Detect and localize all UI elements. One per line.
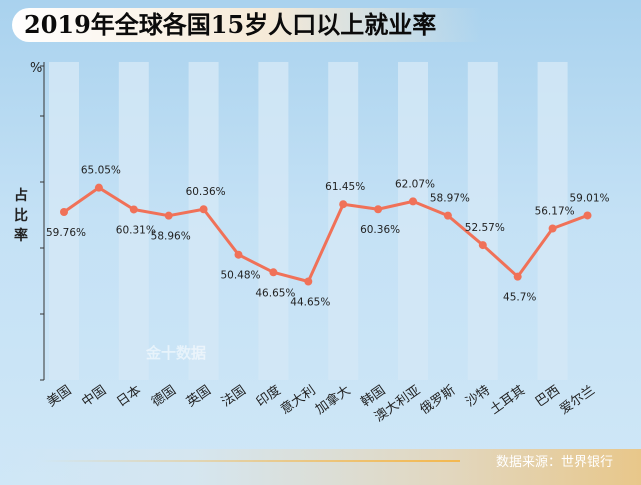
data-point — [583, 211, 592, 220]
data-point — [129, 205, 138, 214]
data-point — [478, 241, 487, 250]
data-point — [339, 200, 348, 209]
footer-accent-line — [40, 460, 460, 462]
data-point — [304, 277, 313, 286]
column-stripe — [49, 62, 79, 380]
series-line — [63, 186, 589, 284]
y-axis-unit: % — [30, 61, 42, 76]
x-tick-label: 德国 — [149, 383, 179, 410]
column-stripe — [328, 62, 359, 380]
watermark-text: 金十数据 — [146, 344, 207, 362]
data-point — [513, 272, 522, 281]
column-stripe — [467, 62, 498, 380]
x-tick-label: 英国 — [184, 383, 214, 410]
y-axis-label: 占 — [14, 187, 28, 204]
data-point — [269, 268, 278, 277]
data-label: 44.65% — [290, 297, 330, 309]
data-point — [199, 205, 208, 214]
column-stripe — [258, 62, 289, 380]
x-tick-label: 美国 — [44, 383, 74, 410]
footer-band — [0, 449, 641, 485]
x-tick-label: 法国 — [219, 383, 249, 410]
data-point — [234, 250, 243, 259]
data-label: 46.65% — [255, 287, 295, 299]
data-point — [374, 205, 383, 214]
data-point — [409, 197, 417, 206]
data-label: 60.36% — [186, 186, 226, 198]
y-axis-label: 率 — [14, 227, 28, 244]
data-label: 61.45% — [325, 181, 365, 193]
data-point — [443, 211, 452, 220]
x-tick-label: 加拿大 — [312, 382, 353, 417]
data-label: 52.57% — [465, 222, 505, 234]
data-point — [60, 208, 68, 216]
data-label: 56.17% — [535, 206, 575, 218]
column-stripe — [118, 62, 149, 380]
chart-title: 2019年全球各国15岁人口以上就业率 — [24, 10, 437, 39]
data-label: 58.96% — [151, 231, 191, 243]
x-tick-label: 中国 — [79, 383, 109, 410]
data-label: 60.31% — [116, 224, 156, 236]
data-label: 59.01% — [569, 192, 609, 204]
data-label: 58.97% — [430, 193, 470, 205]
column-stripe — [537, 62, 568, 380]
data-point — [164, 211, 173, 220]
x-tick-label: 意大利 — [277, 382, 318, 417]
data-point — [548, 224, 557, 233]
x-tick-label: 土耳其 — [487, 383, 528, 418]
data-label: 50.48% — [220, 270, 260, 282]
y-axis-label: 比 — [14, 207, 28, 224]
data-label: 45.7% — [503, 292, 536, 304]
data-label: 65.05% — [81, 165, 121, 177]
data-label: 59.76% — [46, 227, 86, 239]
x-tick-label: 爱尔兰 — [557, 383, 598, 418]
column-stripe — [398, 62, 428, 380]
data-label: 62.07% — [395, 178, 435, 190]
x-tick-label: 俄罗斯 — [418, 383, 459, 418]
data-point — [94, 183, 103, 192]
x-tick-label: 日本 — [114, 383, 144, 410]
title-band — [12, 8, 482, 42]
data-label: 60.36% — [360, 224, 400, 236]
data-source: 数据来源：世界银行 — [495, 455, 613, 470]
